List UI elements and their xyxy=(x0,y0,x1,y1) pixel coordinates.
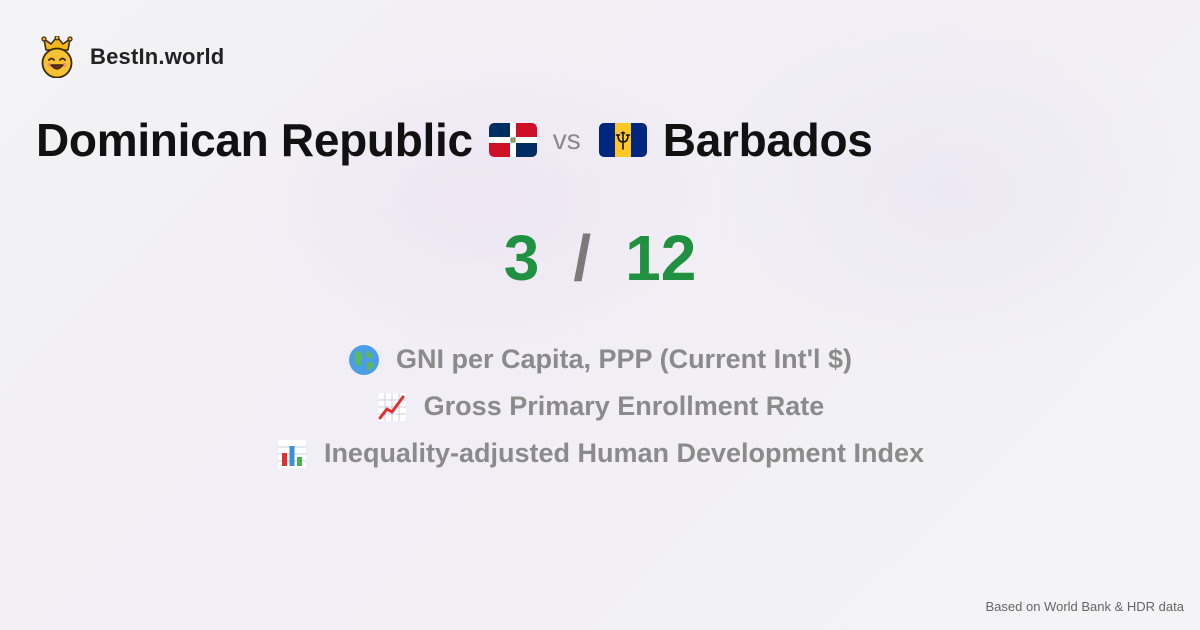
barbados-flag-icon xyxy=(598,123,647,157)
country-b-name[interactable]: Barbados xyxy=(662,114,873,166)
chart-increasing-icon xyxy=(377,392,406,421)
dominican-republic-flag-icon xyxy=(488,123,537,157)
brand-name: BestIn.world xyxy=(90,44,225,69)
globe-icon xyxy=(349,344,379,375)
metric-label: Gross Primary Enrollment Rate xyxy=(423,391,825,421)
vs-label: vs xyxy=(552,124,581,155)
metric-label: Inequality-adjusted Human Development In… xyxy=(323,438,925,468)
metric-item[interactable]: GNI per Capita, PPP (Current Int'l $) xyxy=(0,336,1200,383)
score-country-b: 12 xyxy=(625,222,697,294)
comparison-title: Dominican Republic vs Barbados xyxy=(36,108,873,172)
background-glow xyxy=(700,10,1200,370)
metric-item[interactable]: Gross Primary Enrollment Rate xyxy=(0,383,1200,430)
metric-label: GNI per Capita, PPP (Current Int'l $) xyxy=(396,344,852,374)
background-glow xyxy=(220,40,740,360)
score-separator: / xyxy=(573,222,592,294)
score: 3 / 12 xyxy=(0,218,1200,298)
crown-smiley-icon xyxy=(41,36,73,78)
brand[interactable]: BestIn.world xyxy=(38,36,224,78)
score-country-a: 3 xyxy=(503,222,540,294)
data-source-note: Based on World Bank & HDR data xyxy=(985,599,1184,614)
metric-item[interactable]: Inequality-adjusted Human Development In… xyxy=(0,430,1200,477)
metric-list: GNI per Capita, PPP (Current Int'l $) Gr… xyxy=(0,336,1200,477)
bar-chart-icon xyxy=(277,439,306,468)
country-a-name[interactable]: Dominican Republic xyxy=(36,114,473,166)
